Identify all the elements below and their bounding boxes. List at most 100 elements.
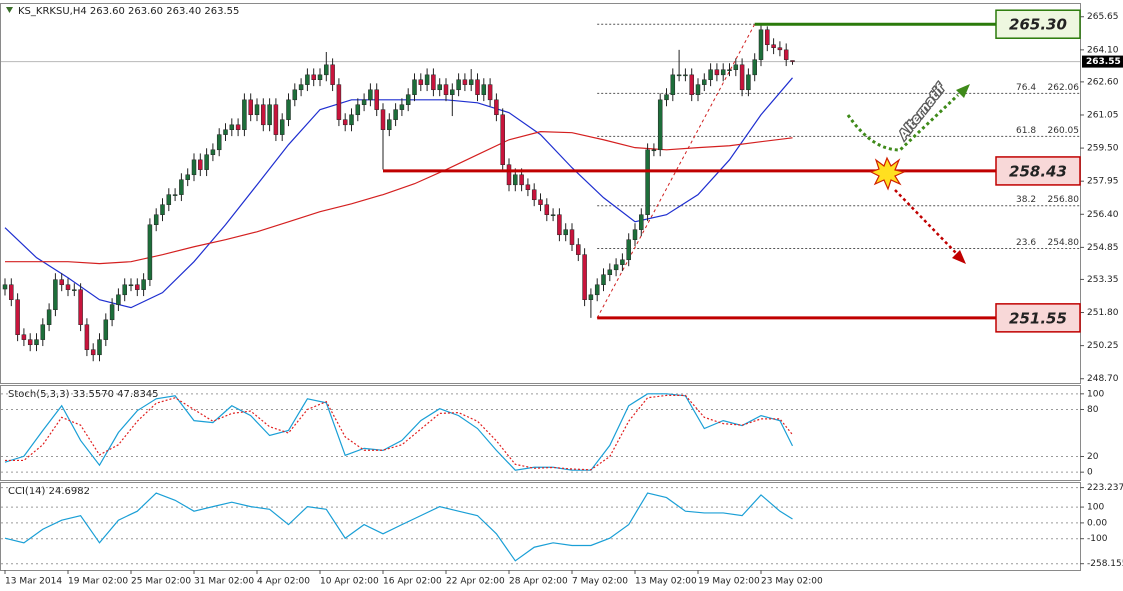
candle-body — [27, 339, 33, 346]
fib-value: 262.06 — [1048, 83, 1080, 93]
candle-body — [557, 214, 562, 236]
candle-body — [563, 229, 568, 236]
y-tick-label: 265.65 — [1087, 12, 1119, 22]
candle-body — [645, 149, 650, 215]
y-tick-label: -100 — [1087, 534, 1108, 544]
candle-body — [550, 214, 556, 216]
fib-value: 260.05 — [1048, 126, 1080, 136]
chart-title: KS_KRKSU,H4 263.60 263.60 263.40 263.55 — [18, 6, 239, 17]
y-tick-label: 259.50 — [1087, 144, 1119, 154]
candle-body — [418, 79, 424, 85]
indicator-line — [4, 492, 793, 562]
candle-body — [651, 149, 657, 152]
candle-body — [185, 174, 190, 180]
candle-body — [708, 69, 713, 80]
candle-body — [576, 244, 581, 255]
candle-body — [399, 104, 405, 110]
x-tick-label: 10 Apr 02:00 — [320, 577, 379, 587]
x-tick-label: 23 May 02:00 — [761, 577, 823, 587]
candle-body — [160, 204, 165, 215]
candle-body — [279, 119, 285, 135]
candle-body — [172, 194, 178, 196]
candle-body — [494, 99, 499, 116]
indicator-line — [5, 394, 793, 471]
candle-body — [135, 284, 140, 290]
candle-body — [90, 349, 96, 356]
candle-body — [204, 154, 209, 170]
y-tick-label: 80 — [1087, 405, 1099, 415]
candle-body — [84, 324, 90, 350]
candle-body — [525, 184, 531, 190]
candle-body — [689, 74, 694, 95]
candle-body — [695, 84, 701, 95]
candle-body — [582, 254, 587, 300]
y-tick-label: 0.00 — [1087, 518, 1107, 528]
fib-trendline — [596, 23, 756, 319]
candle-body — [450, 89, 455, 95]
candle-body — [361, 99, 367, 105]
y-tick-label: 262.60 — [1087, 77, 1119, 87]
symbol-icon — [6, 7, 13, 13]
candle-body — [336, 84, 342, 120]
x-tick-label: 19 May 02:00 — [698, 577, 760, 587]
candle-body — [122, 284, 127, 296]
candle-body — [128, 284, 134, 287]
candle-body — [248, 99, 253, 116]
candle-body — [405, 94, 411, 105]
candle-body — [380, 109, 386, 130]
x-tick-label: 4 Apr 02:00 — [257, 577, 310, 587]
candle-body — [544, 204, 550, 215]
candle-body — [78, 289, 83, 325]
fib-ratio: 23.6 — [1016, 238, 1036, 248]
candle-body — [65, 284, 71, 290]
y-tick-label: 223.237 — [1087, 483, 1123, 493]
moving-average — [4, 77, 793, 309]
x-tick-label: 19 Mar 02:00 — [68, 577, 128, 587]
breakout-burst — [869, 156, 906, 191]
y-tick-label: 100 — [1087, 389, 1104, 399]
candle-body — [46, 309, 52, 325]
candle-body — [500, 114, 505, 165]
candle-body — [727, 69, 732, 71]
candle-body — [242, 99, 247, 130]
candle-body — [355, 104, 361, 116]
candle-body — [714, 69, 720, 76]
candle-body — [147, 224, 153, 280]
level-box — [995, 303, 1081, 333]
y-tick-label: 264.10 — [1087, 45, 1119, 55]
candle-body — [223, 129, 228, 135]
candle-body — [752, 59, 757, 76]
candle-body — [267, 104, 272, 126]
candle-body — [462, 79, 468, 85]
y-tick-label: 100 — [1087, 503, 1104, 513]
candle-body — [97, 339, 102, 356]
y-tick-label: 251.80 — [1087, 308, 1119, 318]
candle-body — [53, 279, 58, 310]
candle-body — [783, 49, 789, 60]
candle-body — [437, 84, 442, 91]
candle-body — [620, 259, 625, 265]
candle-body — [569, 229, 575, 245]
candle-body — [342, 119, 348, 126]
candle-body — [431, 74, 436, 91]
candle-body — [607, 269, 613, 275]
candle-body — [513, 174, 518, 186]
candle-body — [475, 79, 480, 95]
candle-body — [670, 74, 676, 95]
candle-body — [790, 60, 795, 62]
candle-body — [777, 47, 783, 51]
candle-body — [393, 109, 398, 120]
candle-body — [639, 214, 644, 230]
fib-value: 254.80 — [1048, 238, 1080, 248]
candle-body — [720, 69, 726, 76]
candle-body — [739, 64, 745, 91]
candle-body — [34, 339, 39, 346]
y-tick-label: 256.40 — [1087, 210, 1119, 220]
current-price-label: 263.55 — [1086, 57, 1121, 67]
candle-body — [273, 104, 279, 135]
candle-body — [601, 274, 606, 286]
cci-panel-frame — [0, 482, 1081, 571]
candle-body — [317, 74, 323, 80]
candle-body — [424, 74, 430, 85]
candle-body — [286, 99, 291, 120]
